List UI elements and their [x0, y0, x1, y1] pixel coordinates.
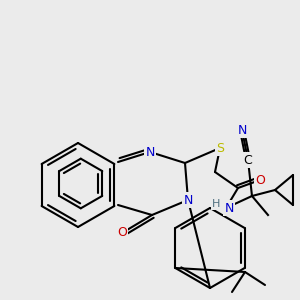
- Text: N: N: [145, 146, 155, 158]
- Text: C: C: [244, 154, 252, 166]
- Text: O: O: [117, 226, 127, 239]
- Text: N: N: [237, 124, 247, 136]
- Text: H: H: [212, 199, 220, 209]
- Text: N: N: [183, 194, 193, 206]
- Text: S: S: [216, 142, 224, 154]
- Text: N: N: [224, 202, 234, 214]
- Text: O: O: [255, 173, 265, 187]
